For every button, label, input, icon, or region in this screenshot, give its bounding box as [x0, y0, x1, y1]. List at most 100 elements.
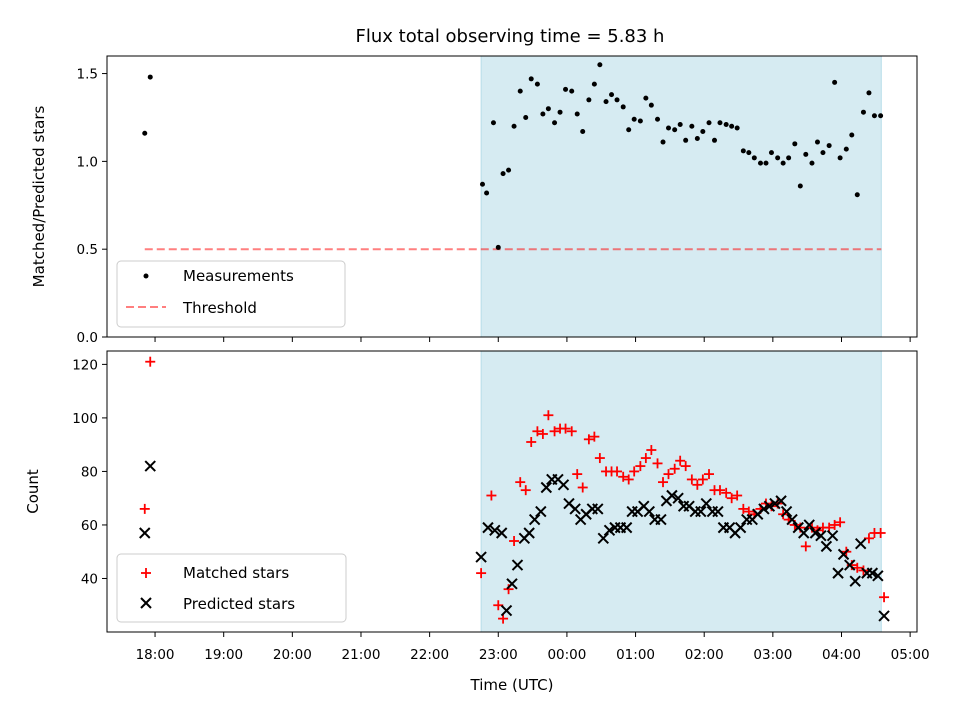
predicted-star-point [775, 495, 787, 507]
predicted-star-point [832, 567, 844, 579]
matched-star-point [486, 490, 497, 501]
predicted-star-point [826, 529, 839, 542]
predicted-star-point [700, 497, 712, 510]
measurement-point [603, 99, 609, 105]
measurement-point [643, 95, 649, 101]
predicted-star-point [500, 604, 513, 617]
matched-star-point [537, 428, 548, 439]
predicted-star-point [666, 489, 678, 502]
predicted-star-point [780, 505, 793, 518]
top-y-axis-label: Matched/Predicted stars [30, 106, 48, 288]
measurement-point [740, 148, 746, 154]
predicted-star-point [489, 524, 501, 537]
matched-star-point [623, 474, 634, 485]
top-y-tick-label: 1.0 [77, 154, 98, 170]
x-tick-label: 05:00 [891, 647, 930, 663]
measurement-point [729, 123, 735, 129]
measurement-point [631, 116, 637, 122]
measurement-point [672, 127, 678, 133]
matched-star-point [476, 568, 487, 579]
top-plot-frame [106, 55, 918, 338]
matched-star-point [652, 458, 663, 469]
measurement-point [591, 81, 597, 87]
measurement-point [832, 79, 838, 85]
measurement-point [860, 109, 866, 115]
measurement-point [655, 116, 661, 122]
measurement-point [569, 88, 575, 94]
predicted-star-point [734, 521, 747, 534]
x-tick-label: 18:00 [136, 647, 175, 663]
matched-star-point [669, 463, 680, 474]
matched-star-point [663, 469, 674, 480]
measurement-point [540, 111, 546, 117]
predicted-star-point [672, 492, 684, 504]
predicted-star-point [820, 540, 833, 553]
predicted-star-point [809, 527, 822, 539]
top-panel: 0.0 0.5 1.0 1.5 Matched/Predicted stars Mea… [30, 55, 918, 346]
matched-star-point [549, 426, 560, 437]
matched-star-point [721, 487, 732, 498]
measurement-point [854, 192, 860, 198]
measurement-point [545, 106, 551, 112]
measurement-point [511, 123, 517, 129]
matched-star-point [852, 562, 863, 573]
predicted-star-point [540, 481, 553, 494]
measurement-point [843, 146, 849, 152]
predicted-star-point [849, 575, 861, 587]
x-tick-label: 01:00 [616, 647, 655, 663]
legend-threshold-label: Threshold [182, 299, 257, 317]
measurement-point [637, 118, 643, 124]
matched-star-point [572, 469, 583, 480]
predicted-star-point [855, 537, 867, 550]
bottom-legend: Matched stars Predicted stars [116, 553, 347, 623]
measurement-point [763, 160, 769, 166]
bottom-panel: 40 60 80 100 120 18:00 19:00 20:00 21:00 22:00 23… [24, 350, 930, 694]
measurement-point [700, 129, 706, 135]
predicted-star-point [878, 610, 890, 622]
measurement-point [723, 121, 729, 127]
predicted-star-point [872, 570, 884, 582]
matched-star-point [635, 461, 646, 472]
measurement-point [689, 123, 695, 129]
measurement-point [147, 74, 153, 80]
matched-star-point [879, 592, 890, 603]
top-legend-box [116, 260, 346, 328]
predicted-star-point [763, 500, 776, 512]
predicted-star-point [603, 524, 616, 537]
measurement-point [506, 167, 512, 173]
measurement-point [826, 143, 832, 149]
chart-title: Flux total observing time = 5.83 h [356, 26, 665, 47]
measurement-point [517, 88, 523, 94]
legend-matched-label: Matched stars [183, 564, 289, 582]
measurement-point [849, 132, 855, 138]
matched-star-point [594, 453, 605, 464]
predicted-star-point [482, 521, 494, 534]
x-tick-label: 22:00 [410, 647, 449, 663]
bottom-y-axis-label: Count [24, 469, 42, 514]
measurement-point [683, 137, 689, 143]
matched-star-point [577, 482, 588, 493]
x-tick-label: 21:00 [342, 647, 381, 663]
measurement-point [620, 104, 626, 110]
predicted-star-point [815, 529, 827, 542]
matched-star-point [738, 503, 749, 514]
bottom-y-tick-label: 40 [81, 571, 98, 587]
predicted-star-point [712, 505, 724, 518]
measurement-point [677, 121, 683, 127]
bottom-legend-box [116, 553, 347, 623]
measurement-point [878, 113, 884, 119]
measurement-point [809, 160, 815, 166]
x-tick-label: 23:00 [479, 647, 518, 663]
measurement-point [820, 150, 826, 156]
measurement-point [574, 111, 580, 117]
measurement-point [803, 151, 809, 157]
predicted-star-point [506, 578, 518, 590]
measurement-point [586, 97, 592, 103]
measurement-point [666, 125, 672, 131]
legend-measurements-label: Measurements [183, 267, 294, 285]
measurement-point [780, 160, 786, 166]
measurement-point [534, 81, 540, 87]
predicted-star-point [655, 513, 667, 526]
measurement-point [563, 86, 569, 92]
